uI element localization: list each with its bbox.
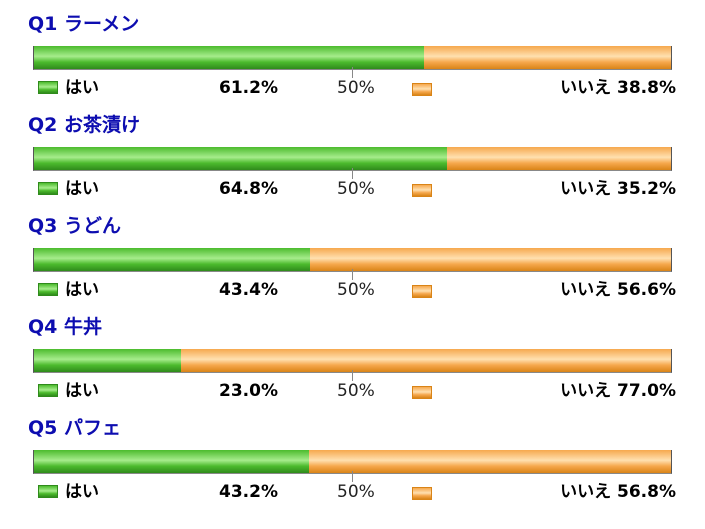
bar-segment-yes [34, 349, 181, 372]
midpoint-label: 50% [337, 78, 375, 98]
midpoint-label: 50% [337, 482, 375, 502]
yes-label: はい [65, 381, 99, 401]
yes-percentage: 61.2% [219, 78, 278, 98]
legend-swatch-yes [38, 384, 58, 397]
question-title: Q4 牛丼 [28, 316, 102, 338]
yes-percentage: 23.0% [219, 381, 278, 401]
legend-swatch-yes [38, 182, 58, 195]
legend-swatch-no [412, 285, 432, 298]
question-block: Q4 牛丼はい 23.0% 50% いいえ 77.0% [0, 303, 705, 404]
question-title: Q5 パフェ [28, 417, 121, 439]
midpoint-tick [352, 471, 353, 482]
yes-label: はい [65, 280, 99, 300]
bar-segment-no [181, 349, 671, 372]
legend-swatch-no [412, 386, 432, 399]
yes-label: はい [65, 78, 99, 98]
bar-segment-yes [34, 248, 310, 271]
question-block: Q1 ラーメン はい 61.2% 50% いいえ 38.8% [0, 0, 705, 101]
yes-label: はい [65, 179, 99, 199]
bar-segment-yes [34, 147, 447, 170]
question-block: Q2 お茶漬け はい 64.8% 50% いいえ 35.2% [0, 101, 705, 202]
legend-swatch-yes [38, 283, 58, 296]
midpoint-tick [352, 67, 353, 78]
midpoint-tick [352, 269, 353, 280]
no-percentage: いいえ 56.6% [560, 280, 676, 300]
bar-segment-yes [34, 46, 424, 69]
yes-percentage: 43.2% [219, 482, 278, 502]
yes-percentage: 43.4% [219, 280, 278, 300]
no-percentage: いいえ 77.0% [560, 381, 676, 401]
yes-percentage: 64.8% [219, 179, 278, 199]
question-title: Q1 ラーメン [28, 13, 140, 35]
no-percentage: いいえ 38.8% [560, 78, 676, 98]
question-block: Q3 うどんはい 43.4% 50% いいえ 56.6% [0, 202, 705, 303]
bar-segment-yes [34, 450, 309, 473]
no-percentage: いいえ 56.8% [560, 482, 676, 502]
yes-label: はい [65, 482, 99, 502]
bar-segment-no [424, 46, 671, 69]
midpoint-tick [352, 370, 353, 381]
legend-swatch-yes [38, 485, 58, 498]
legend-swatch-no [412, 184, 432, 197]
legend-swatch-no [412, 487, 432, 500]
bar-segment-no [310, 248, 671, 271]
legend-swatch-yes [38, 81, 58, 94]
bar-segment-no [447, 147, 671, 170]
question-block: Q5 パフェはい 43.2% 50% いいえ 56.8% [0, 404, 705, 505]
midpoint-label: 50% [337, 280, 375, 300]
bar-segment-no [309, 450, 671, 473]
midpoint-label: 50% [337, 381, 375, 401]
legend-swatch-no [412, 83, 432, 96]
midpoint-tick [352, 168, 353, 179]
question-title: Q2 お茶漬け [28, 114, 140, 136]
midpoint-label: 50% [337, 179, 375, 199]
question-title: Q3 うどん [28, 215, 121, 237]
no-percentage: いいえ 35.2% [560, 179, 676, 199]
